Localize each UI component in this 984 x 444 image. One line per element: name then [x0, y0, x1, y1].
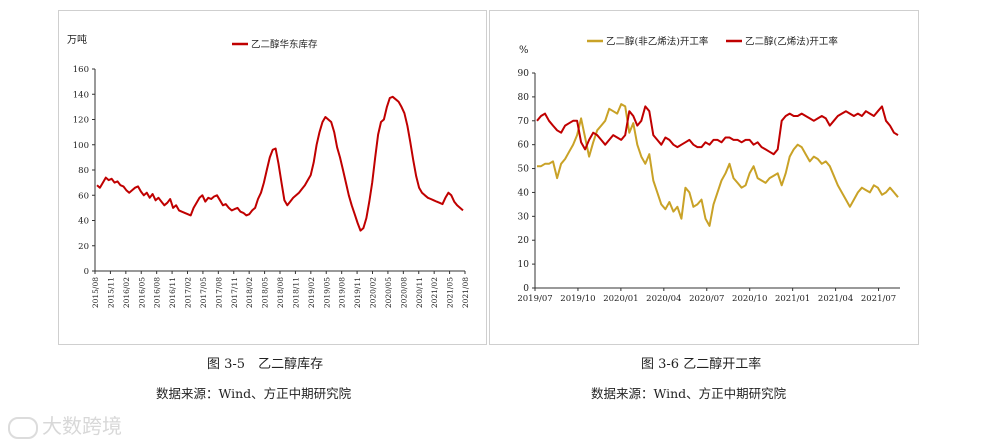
left-chart-y-tick-label: 140: [73, 90, 89, 100]
left-chart-x-tick-label: 2018/08: [276, 277, 285, 308]
right-chart-y-tick-label: 30: [518, 212, 530, 222]
left-chart-y-tick-label: 40: [78, 217, 89, 227]
right-chart-frame: 0 10 20 30 40 50 60 70 80 90% 2019/07 2019/10 2020/0…: [489, 10, 919, 345]
right-chart-series-line-2: [536, 105, 899, 156]
left-chart-x-tick-label: 2020/11: [415, 277, 424, 308]
left-chart-y-tick-label: 60: [78, 191, 89, 201]
left-chart-x-tick-label: 2019/11: [353, 277, 362, 308]
right-chart-y-tick-label: 10: [518, 260, 530, 270]
left-chart-x-tick-label: 2018/05: [261, 277, 270, 308]
left-chart-x-tick-label: 2019/02: [307, 277, 316, 308]
left-chart-source: 数据来源：Wind、方正中期研究院: [156, 386, 352, 401]
left-chart-x-tick-label: 2019/05: [322, 277, 331, 308]
left-chart-x-tick-label: 2020/08: [399, 277, 408, 308]
left-chart-x-tick-label: 2018/02: [245, 277, 254, 308]
watermark-text: 大数跨境: [42, 414, 122, 438]
left-chart-x-tick-label: 2016/08: [153, 277, 162, 308]
right-chart-x-tick-label: 2021/01: [775, 294, 810, 304]
right-chart-legend-label-1: 乙二醇(非乙烯法)开工率: [606, 36, 709, 48]
right-chart-x-tick-label: 2020/01: [603, 294, 638, 304]
right-chart-y-tick-label: 20: [518, 236, 530, 246]
left-chart-y-tick-label: 120: [73, 116, 89, 126]
right-chart-y-tick-label: 0: [523, 284, 529, 294]
left-chart-x-tick-label: 2016/05: [137, 277, 146, 308]
right-chart-x-tick-label: 2021/04: [818, 294, 853, 304]
left-chart-x-tick-label: 2017/08: [214, 277, 223, 308]
left-chart-x-tick-label: 2018/11: [291, 277, 300, 308]
left-chart-x-tick-label: 2020/05: [384, 277, 393, 308]
right-chart-series-line-1: [537, 103, 899, 227]
right-chart-x-tick-label: 2021/07: [861, 294, 896, 304]
right-chart-y-tick-label: 70: [518, 117, 530, 127]
right-chart-svg: 0 10 20 30 40 50 60 70 80 90% 2019/07 2019/10 2020/0…: [517, 36, 900, 304]
left-chart-series-line-1: [96, 95, 464, 232]
right-chart-x-tick-label: 2020/10: [732, 294, 767, 304]
right-chart-x-tick-label: 2020/07: [689, 294, 724, 304]
right-chart-y-tick-label: 90: [518, 69, 530, 79]
right-chart-y-tick-label: 40: [518, 188, 530, 198]
left-chart-y-tick-label: 160: [73, 65, 89, 75]
left-chart-x-tick-label: 2021/02: [430, 277, 439, 308]
left-chart-frame: 0 20 40 60 80 100 120 140 160 万吨 2015/08 2015/11 201…: [58, 10, 487, 345]
left-chart-x-tick-label: 2019/08: [338, 277, 347, 308]
left-chart-legend-label-1: 乙二醇华东库存: [251, 39, 318, 51]
left-chart-x-tick-label: 2017/02: [184, 277, 193, 308]
right-chart-y-tick-label: 80: [518, 93, 530, 103]
right-chart-y-tick-label: 60: [518, 141, 530, 151]
left-chart-y-tick-label: 0: [84, 267, 89, 277]
left-chart-x-tick-label: 2016/11: [168, 277, 177, 308]
right-chart-source: 数据来源：Wind、方正中期研究院: [591, 386, 787, 401]
right-chart-x-tick-label: 2019/07: [517, 294, 552, 304]
watermark: 大数跨境: [8, 410, 122, 439]
left-chart-x-tick-label: 2021/05: [446, 277, 455, 308]
left-chart-y-tick-label: 100: [73, 141, 89, 151]
left-chart-caption: 图 3-5 乙二醇库存: [207, 357, 324, 372]
left-chart-y-tick-label: 20: [78, 242, 89, 252]
left-chart-x-tick-label: 2016/02: [122, 277, 131, 308]
right-chart-x-tick-label: 2019/10: [560, 294, 595, 304]
left-chart-x-tick-label: 2020/02: [369, 277, 378, 308]
right-chart-x-tick-label: 2020/04: [646, 294, 681, 304]
left-chart-x-tick-label: 2017/05: [199, 277, 208, 308]
right-chart-y-axis-label: %: [519, 45, 529, 56]
left-chart-x-tick-label: 2015/08: [91, 277, 100, 308]
right-chart-caption: 图 3-6 乙二醇开工率: [641, 357, 762, 372]
left-chart-y-axis-label: 万吨: [67, 33, 87, 46]
left-chart-x-tick-label: 2021/08: [461, 277, 470, 308]
left-chart-y-tick-label: 80: [78, 166, 89, 176]
right-chart-legend-label-2: 乙二醇(乙烯法)开工率: [745, 36, 838, 48]
left-chart-svg: 0 20 40 60 80 100 120 140 160 万吨 2015/08 2015/11 201…: [67, 33, 470, 308]
watermark-logo-icon: [8, 416, 38, 439]
left-chart-x-tick-label: 2017/11: [230, 277, 239, 308]
left-chart-x-tick-label: 2015/11: [106, 277, 115, 308]
right-chart-y-tick-label: 50: [518, 165, 530, 175]
